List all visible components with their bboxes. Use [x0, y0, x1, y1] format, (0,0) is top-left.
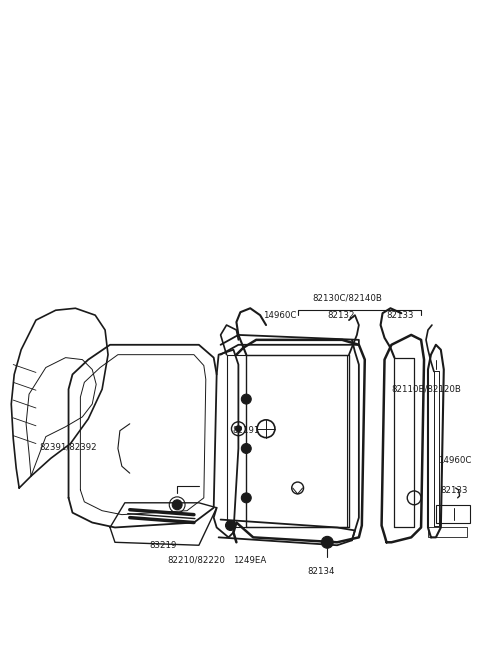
- Text: 14960C: 14960C: [263, 311, 297, 320]
- Text: 82133: 82133: [386, 311, 414, 320]
- Text: 82134: 82134: [308, 568, 335, 576]
- Text: 82130C/82140B: 82130C/82140B: [312, 294, 382, 303]
- Bar: [428, 528, 468, 537]
- Bar: [436, 505, 470, 522]
- Text: 83219: 83219: [149, 541, 177, 550]
- Text: 82391/82392: 82391/82392: [39, 442, 96, 451]
- Circle shape: [321, 536, 333, 548]
- Circle shape: [241, 443, 251, 453]
- Text: 82110B/82120B: 82110B/82120B: [392, 385, 461, 394]
- Text: 14960C: 14960C: [438, 456, 471, 465]
- Text: 82132: 82132: [327, 311, 355, 320]
- Circle shape: [235, 426, 241, 432]
- Circle shape: [226, 520, 235, 530]
- Text: 82191: 82191: [232, 426, 260, 435]
- Circle shape: [241, 493, 251, 503]
- Circle shape: [172, 500, 182, 510]
- Text: 1249EA: 1249EA: [233, 556, 267, 564]
- Text: 82133: 82133: [441, 486, 468, 495]
- Text: 82210/82220: 82210/82220: [168, 556, 225, 564]
- Circle shape: [241, 394, 251, 404]
